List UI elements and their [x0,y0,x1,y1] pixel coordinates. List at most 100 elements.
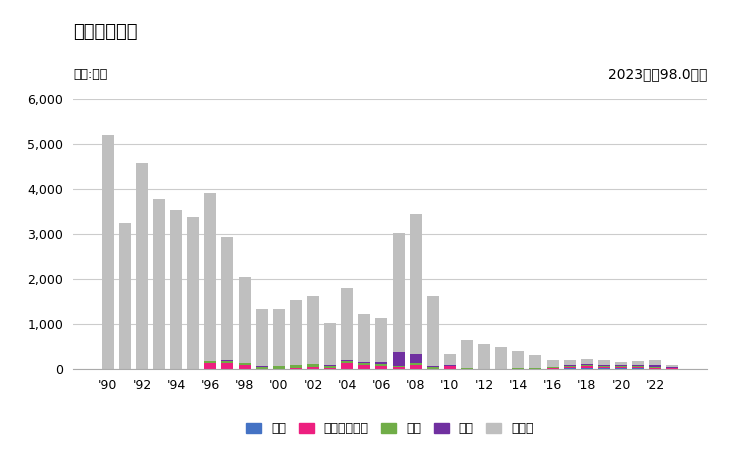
Text: 輸出量の推移: 輸出量の推移 [73,22,137,40]
Bar [581,366,593,368]
Bar [615,366,627,367]
Bar [324,368,336,369]
Bar [461,368,473,369]
Bar [204,193,217,361]
Bar [632,368,644,369]
Bar [426,366,439,367]
Bar [324,366,336,368]
Bar [375,364,387,366]
Bar [547,360,558,367]
Bar [375,366,387,369]
Bar [273,366,285,369]
Bar [256,309,268,366]
Bar [222,360,233,361]
Bar [307,296,319,364]
Bar [410,363,421,365]
Bar [598,360,610,365]
Bar [393,352,405,366]
Bar [598,367,610,368]
Bar [564,367,576,368]
Bar [222,237,233,360]
Bar [238,363,251,365]
Bar [359,364,370,369]
Bar [461,340,473,368]
Bar [426,296,439,366]
Bar [307,364,319,367]
Bar [512,351,524,368]
Bar [478,344,490,369]
Bar [666,367,678,368]
Bar [581,365,593,366]
Bar [495,347,507,369]
Bar [547,367,558,368]
Bar [529,368,542,369]
Bar [290,300,302,365]
Bar [222,361,233,363]
Bar [324,323,336,365]
Bar [426,367,439,369]
Bar [632,366,644,367]
Bar [512,368,524,369]
Bar [359,363,370,365]
Bar [170,210,182,369]
Bar [581,359,593,364]
Bar [187,217,199,369]
Bar [598,368,610,369]
Bar [598,366,610,367]
Bar [650,367,661,368]
Bar [393,233,405,352]
Bar [666,364,678,367]
Bar [650,368,661,369]
Bar [238,365,251,369]
Bar [564,368,576,369]
Bar [341,360,354,361]
Text: 単位:トン: 単位:トン [73,68,107,81]
Bar [102,135,114,369]
Bar [256,367,268,369]
Bar [204,363,217,369]
Bar [650,360,661,365]
Bar [529,355,542,368]
Bar [410,364,421,369]
Bar [324,365,336,366]
Bar [341,361,354,363]
Bar [375,318,387,362]
Bar [444,366,456,369]
Bar [410,214,421,354]
Bar [666,368,678,369]
Bar [632,365,644,366]
Bar [341,288,354,360]
Bar [650,365,661,367]
Bar [581,368,593,369]
Bar [273,309,285,366]
Text: 2023年：98.0トン: 2023年：98.0トン [608,68,707,81]
Bar [547,368,558,369]
Bar [256,366,268,367]
Bar [119,223,130,369]
Bar [615,368,627,369]
Bar [615,362,627,365]
Bar [564,366,576,367]
Bar [153,199,165,369]
Bar [564,365,576,366]
Bar [632,367,644,368]
Bar [238,277,251,363]
Bar [615,365,627,366]
Legend: 英国, インドネシア, 米国, 中国, その他: 英国, インドネシア, 米国, 中国, その他 [240,416,540,441]
Bar [359,362,370,363]
Bar [307,367,319,369]
Bar [393,366,405,367]
Bar [290,368,302,369]
Bar [444,354,456,365]
Bar [222,363,233,369]
Bar [375,362,387,364]
Bar [615,367,627,368]
Bar [359,314,370,362]
Bar [632,361,644,365]
Bar [136,163,148,369]
Bar [341,363,354,369]
Bar [410,354,421,363]
Bar [564,360,576,365]
Bar [204,361,217,363]
Bar [290,365,302,368]
